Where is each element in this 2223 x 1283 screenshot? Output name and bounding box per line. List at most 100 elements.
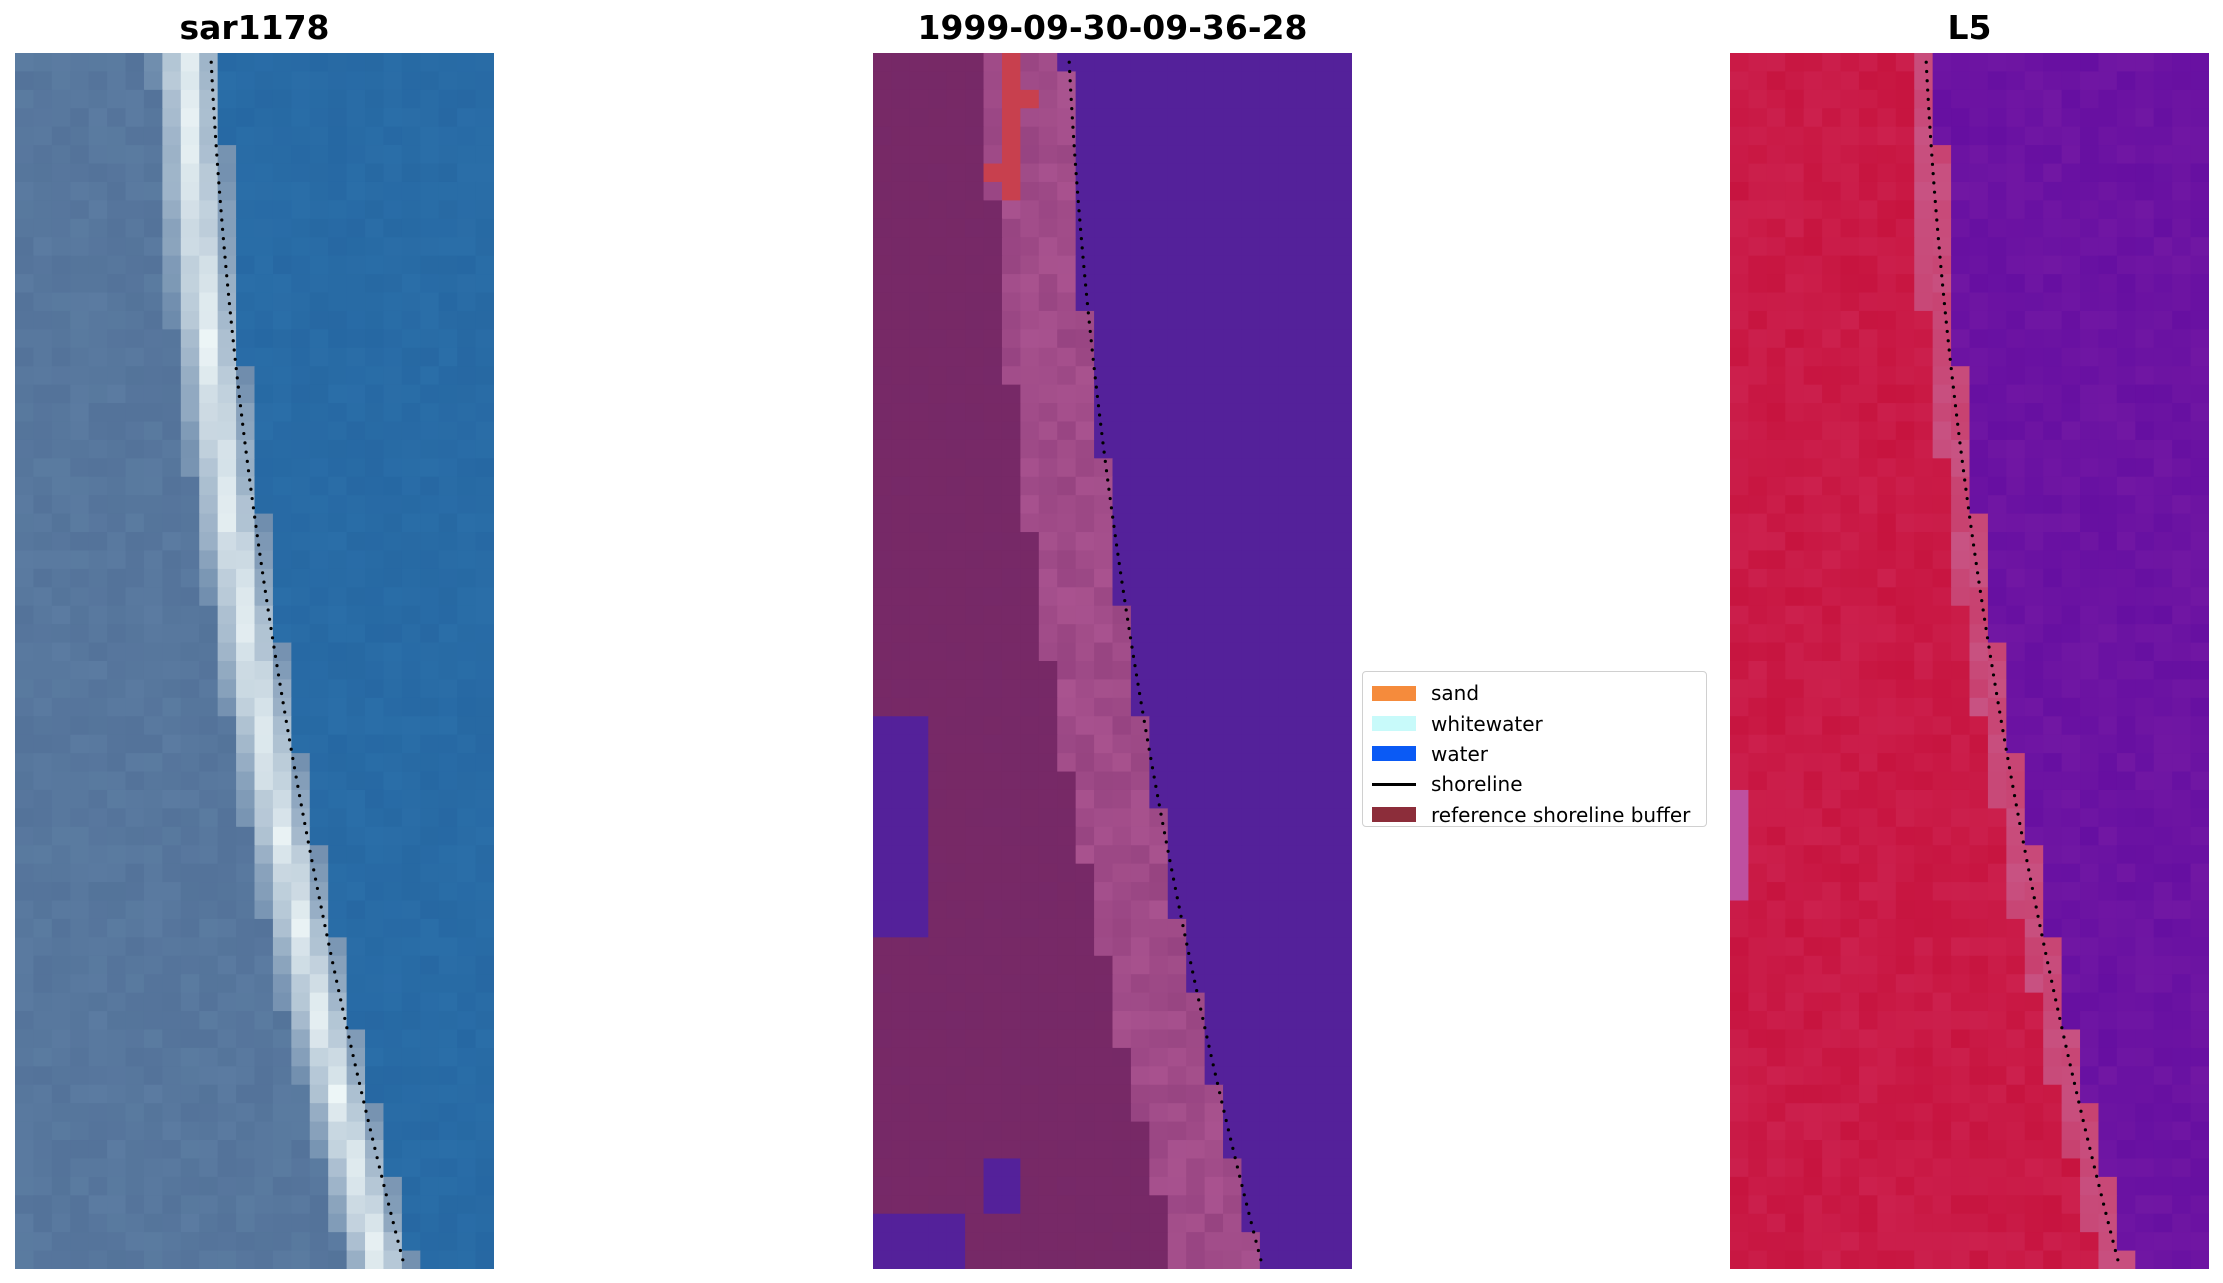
shoreline-point [1209, 1053, 1213, 1058]
index-pixel [1951, 679, 1971, 699]
index-pixel [1914, 421, 1934, 441]
index-pixel [2098, 679, 2118, 699]
index-pixel [2080, 605, 2100, 625]
class-pixel [1167, 495, 1187, 515]
rgb-pixel [236, 642, 256, 662]
rgb-pixel [309, 734, 329, 754]
index-pixel [1987, 532, 2007, 552]
class-pixel [965, 403, 985, 423]
class-pixel [1241, 974, 1261, 994]
class-pixel [1001, 642, 1021, 662]
class-pixel [928, 495, 948, 515]
index-pixel [1803, 421, 1823, 441]
rgb-pixel [180, 679, 200, 699]
rgb-pixel [236, 126, 256, 146]
index-pixel [2135, 274, 2155, 294]
class-pixel [1112, 329, 1132, 349]
rgb-pixel [475, 1213, 494, 1233]
index-pixel [2190, 366, 2209, 386]
class-pixel [1315, 882, 1335, 902]
class-pixel [965, 900, 985, 920]
class-pixel [1241, 955, 1261, 975]
class-pixel [1204, 679, 1224, 699]
rgb-pixel [125, 826, 145, 846]
class-pixel [909, 1158, 929, 1178]
class-pixel [946, 679, 966, 699]
index-pixel [1858, 292, 1878, 312]
index-pixel [1877, 145, 1897, 165]
index-pixel [1951, 403, 1971, 423]
class-pixel [965, 918, 985, 938]
class-pixel [1001, 974, 1021, 994]
index-pixel [2153, 900, 2173, 920]
rgb-pixel [309, 292, 329, 312]
rgb-pixel [291, 955, 311, 975]
index-pixel [1877, 900, 1897, 920]
index-pixel [1987, 53, 2007, 73]
index-pixel [2006, 900, 2026, 920]
rgb-pixel [199, 163, 219, 183]
index-pixel [1914, 753, 1934, 773]
index-pixel [1766, 753, 1786, 773]
rgb-pixel [309, 1158, 329, 1178]
index-pixel [1895, 918, 1915, 938]
rgb-pixel [272, 661, 292, 681]
index-pixel [1877, 918, 1897, 938]
class-pixel [1241, 771, 1261, 791]
rgb-pixel [328, 384, 348, 404]
rgb-pixel [346, 71, 366, 91]
rgb-pixel [51, 1029, 71, 1049]
index-pixel [1969, 310, 1989, 330]
rgb-pixel [328, 292, 348, 312]
rgb-pixel [254, 900, 274, 920]
rgb-pixel [107, 145, 127, 165]
index-pixel [1766, 347, 1786, 367]
rgb-pixel [180, 918, 200, 938]
rgb-pixel [438, 421, 458, 441]
rgb-pixel [272, 1047, 292, 1067]
class-pixel [1001, 753, 1021, 773]
class-pixel [1278, 458, 1298, 478]
rgb-pixel [70, 218, 90, 238]
class-pixel [1223, 918, 1243, 938]
rgb-pixel [199, 697, 219, 717]
rgb-pixel [475, 568, 494, 588]
index-pixel [1895, 826, 1915, 846]
index-pixel [2061, 476, 2081, 496]
rgb-pixel [51, 734, 71, 754]
class-pixel [1094, 310, 1114, 330]
class-pixel [1204, 789, 1224, 809]
rgb-pixel [346, 1029, 366, 1049]
shoreline-point [1114, 543, 1119, 547]
rgb-pixel [107, 1029, 127, 1049]
class-pixel [1167, 1250, 1187, 1269]
rgb-pixel [365, 53, 385, 73]
class-pixel [1149, 550, 1169, 570]
class-pixel [1278, 310, 1298, 330]
shoreline-point [281, 701, 285, 705]
index-pixel [1951, 550, 1971, 570]
class-pixel [1315, 310, 1335, 330]
class-pixel [909, 53, 929, 73]
index-pixel [2135, 145, 2155, 165]
rgb-pixel [420, 624, 440, 644]
index-pixel [2153, 513, 2173, 533]
class-pixel [1001, 347, 1021, 367]
index-pixel [1785, 237, 1805, 257]
class-pixel [946, 1066, 966, 1086]
index-pixel [2135, 53, 2155, 73]
class-pixel [1186, 53, 1206, 73]
class-pixel [1112, 900, 1132, 920]
rgb-pixel [236, 255, 256, 275]
index-pixel [2172, 771, 2192, 791]
rgb-pixel [70, 734, 90, 754]
rgb-pixel [309, 1250, 329, 1269]
rgb-pixel [236, 974, 256, 994]
index-pixel [1766, 900, 1786, 920]
index-pixel [1766, 53, 1786, 73]
class-pixel [1296, 716, 1316, 736]
class-pixel [1167, 403, 1187, 423]
class-pixel [1112, 734, 1132, 754]
rgb-pixel [346, 1158, 366, 1178]
index-pixel [2116, 145, 2136, 165]
